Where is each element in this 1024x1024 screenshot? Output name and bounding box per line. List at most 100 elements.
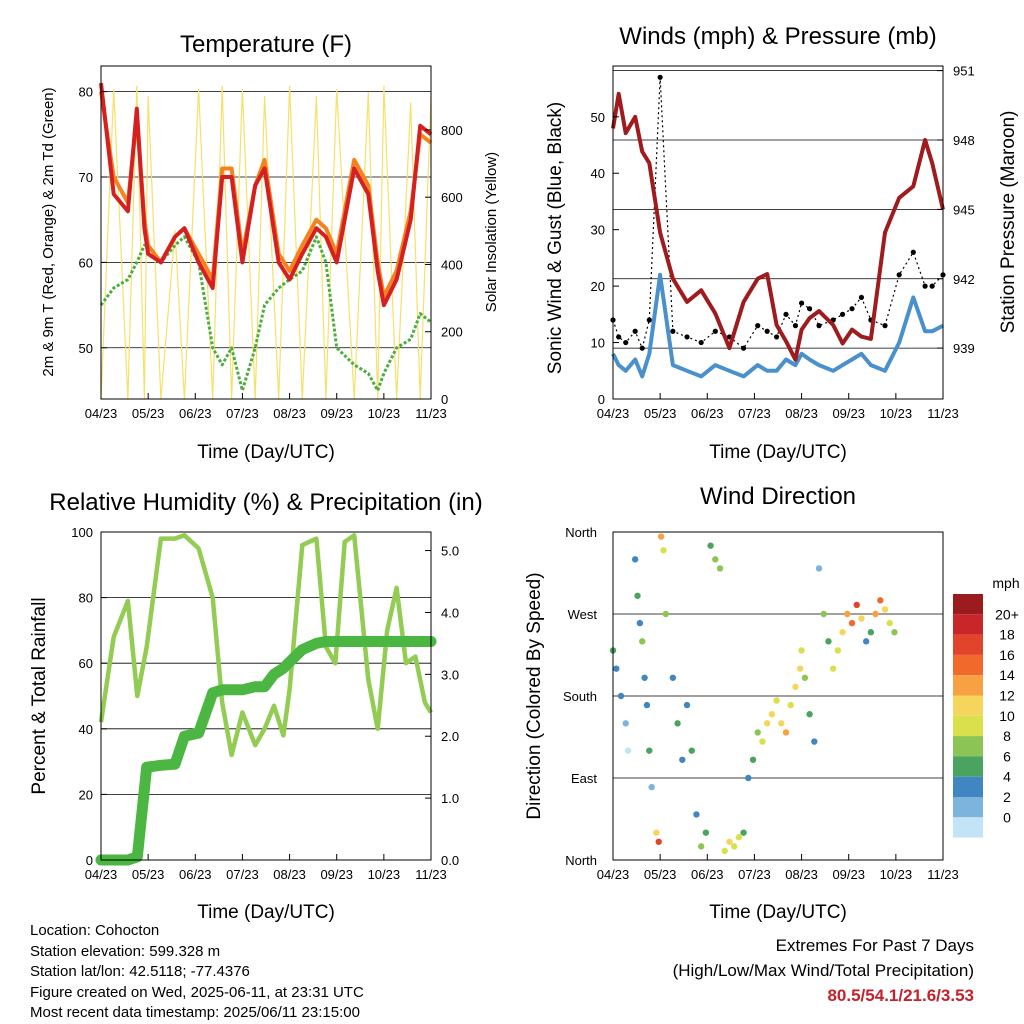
x-tick-label: 07/23 — [738, 867, 771, 882]
direction-point — [763, 720, 771, 727]
temperature-title: Temperature (F) — [180, 31, 352, 58]
legend-label: 4 — [1003, 769, 1011, 785]
extremes-subtitle: (High/Low/Max Wind/Total Precipitation) — [672, 961, 974, 980]
direction-title: Wind Direction — [700, 483, 856, 510]
x-tick-label: 09/23 — [320, 406, 353, 421]
x-tick-label: 05/23 — [132, 406, 165, 421]
direction-point — [735, 834, 743, 841]
direction-point — [754, 729, 761, 736]
direction-points — [609, 533, 898, 855]
direction-point — [787, 701, 794, 709]
temperature-panel: Temperature (F) 50607080020040060080004/… — [40, 31, 500, 463]
legend-label: 10 — [999, 708, 1015, 724]
right-tick-label: 400 — [441, 257, 463, 272]
legend-label: 2 — [1003, 789, 1011, 805]
direction-point — [655, 838, 662, 845]
direction-point — [688, 747, 695, 754]
direction-point — [829, 665, 837, 672]
direction-point — [636, 619, 644, 627]
x-tick-label: 07/23 — [226, 406, 259, 421]
legend-label: 14 — [999, 667, 1015, 683]
y-tick-label: 0 — [598, 392, 605, 407]
direction-point — [798, 647, 805, 654]
temperature-ylabel: 2m & 9m T (Red, Orange) & 2m Td (Green) — [40, 87, 57, 376]
direction-point — [858, 615, 865, 622]
direction-point — [721, 847, 728, 855]
right-tick-label: 600 — [441, 190, 463, 205]
legend-swatch — [953, 634, 983, 655]
x-tick-label: 11/23 — [415, 867, 447, 882]
pressure-ylabel: Station Pressure (Maroon) — [998, 111, 1019, 334]
direction-point — [848, 619, 856, 627]
y-tick-label: 20 — [591, 279, 605, 294]
direction-point — [622, 720, 629, 727]
extremes-title: Extremes For Past 7 Days — [775, 936, 974, 955]
direction-point — [693, 811, 700, 818]
direction-point — [716, 565, 724, 572]
direction-point — [801, 674, 809, 681]
legend-label: 0 — [1003, 809, 1011, 825]
direction-point — [834, 647, 842, 654]
right-tick-label: 939 — [953, 341, 975, 356]
gust-point — [616, 334, 622, 340]
gust-point — [755, 323, 761, 329]
x-tick-label: 08/23 — [273, 406, 306, 421]
x-tick-label: 09/23 — [832, 406, 865, 421]
x-tick-label: 08/23 — [785, 406, 818, 421]
legend-swatch — [953, 715, 983, 737]
winds-series — [610, 74, 946, 379]
gust-point — [639, 345, 645, 351]
gust-point — [839, 311, 846, 317]
direction-gridlines — [613, 531, 943, 861]
x-tick-label: 04/23 — [85, 867, 118, 882]
gust-point — [882, 323, 888, 329]
direction-point — [768, 711, 776, 718]
speed-colorbar-legend: mph 20+ 18 16 14 12 10 8 6 4 2 0 — [953, 575, 1020, 838]
x-tick-label: 05/23 — [132, 867, 165, 882]
x-tick-label: 07/23 — [226, 867, 259, 882]
x-tick-label: 10/23 — [368, 867, 401, 882]
direction-point — [648, 783, 655, 791]
direction-point — [886, 619, 893, 627]
direction-point — [796, 665, 804, 672]
extremes-box: Extremes For Past 7 Days (High/Low/Max W… — [673, 933, 974, 1008]
x-tick-label: 08/23 — [785, 867, 818, 882]
legend-swatch — [953, 797, 983, 818]
right-tick-label: 2.0 — [441, 729, 459, 744]
direction-point — [617, 692, 625, 700]
x-tick-label: 04/23 — [597, 406, 630, 421]
y-tick-label: 40 — [79, 722, 93, 737]
direction-point — [792, 683, 799, 691]
x-tick-label: 06/23 — [691, 867, 724, 882]
direction-point — [643, 701, 651, 709]
right-tick-label: 4.0 — [441, 605, 459, 620]
direction-point — [853, 601, 860, 609]
legend-swatch — [953, 594, 983, 615]
x-tick-label: 04/23 — [597, 867, 630, 882]
direction-point — [646, 747, 653, 754]
direction-point — [726, 838, 733, 845]
direction-point — [759, 738, 766, 745]
direction-panel: Wind Direction NorthEastSouthWestNorth04… — [524, 483, 1020, 923]
direction-point — [782, 729, 790, 736]
latest-timestamp-text: Most recent data timestamp: 2025/06/11 2… — [30, 1004, 360, 1021]
y-tick-label: 20 — [79, 787, 93, 802]
y-tick-label: 50 — [591, 110, 605, 125]
humidity-ticks: 0 20 40 60 80 100 0.0 1.0 2.0 3.0 4.0 5.0 04/23 05/23… — [71, 525, 459, 882]
winds-title: Winds (mph) & Pressure (mb) — [619, 23, 936, 50]
direction-point — [660, 547, 667, 554]
legend-label: 18 — [999, 627, 1015, 643]
x-tick-label: 10/23 — [880, 867, 913, 882]
direction-plot-frame — [612, 531, 944, 861]
y-tick-label: North — [565, 525, 597, 540]
legend-label: 6 — [1003, 748, 1011, 764]
y-tick-label: 0 — [86, 853, 93, 868]
x-tick-label: 10/23 — [880, 406, 913, 421]
humidity-plot-frame — [100, 531, 432, 861]
temperature-plot-frame — [100, 65, 432, 400]
series-line-solar-insolation — [100, 85, 432, 400]
extremes-values: 80.5/54.1/21.6/3.53 — [827, 986, 974, 1005]
direction-point — [839, 629, 846, 636]
